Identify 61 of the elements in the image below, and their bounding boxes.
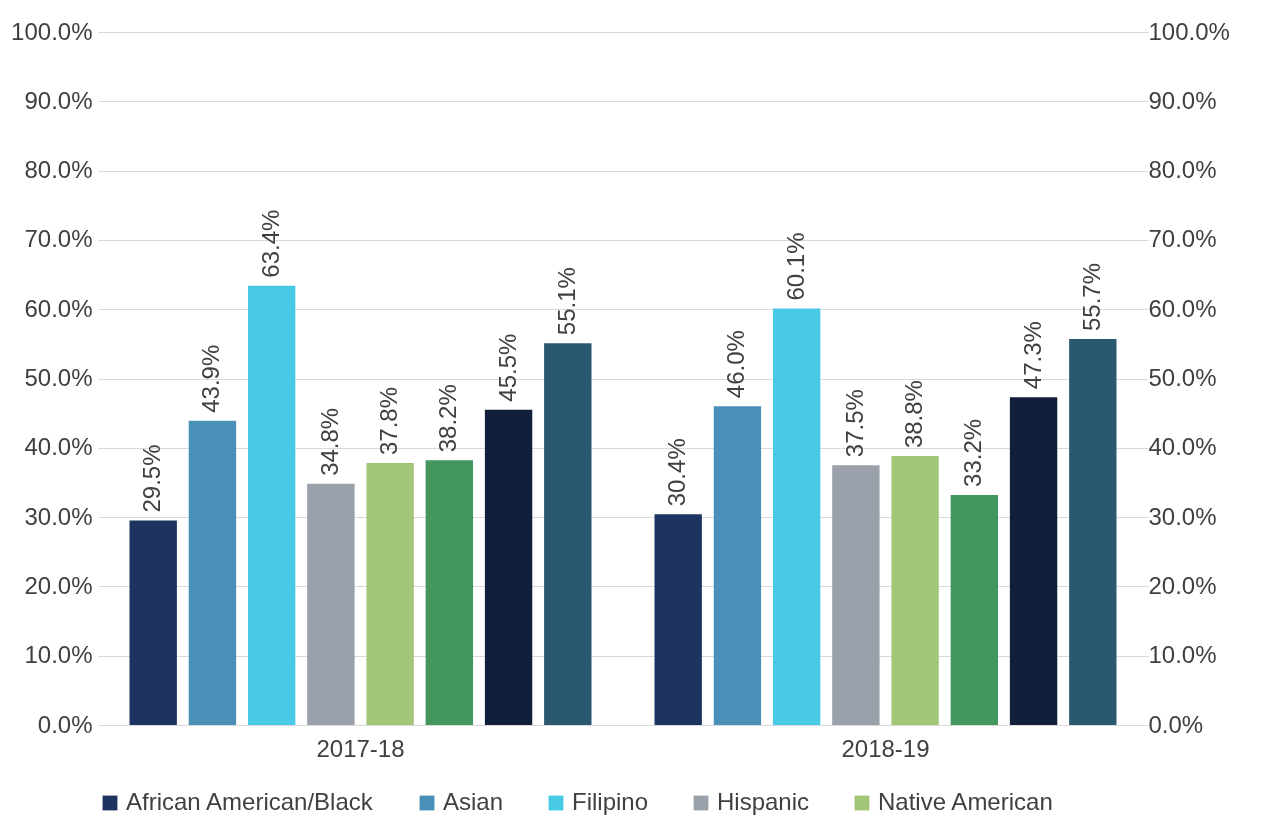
bar xyxy=(950,494,999,725)
bar xyxy=(713,406,762,725)
bar xyxy=(129,520,177,725)
bar xyxy=(425,460,474,725)
bar xyxy=(891,456,939,725)
x-tick-label: 2018-19 xyxy=(841,734,930,762)
y-tick-label: 50.0% xyxy=(24,364,93,391)
y2-tick-label: 70.0% xyxy=(1148,225,1217,253)
y2-tick-label: 30.0% xyxy=(1148,502,1217,530)
bar xyxy=(247,285,296,725)
data-label: 34.8% xyxy=(315,407,343,476)
y-tick-label: 40.0% xyxy=(24,433,93,461)
data-label: 55.7% xyxy=(1077,262,1105,331)
data-label: 30.4% xyxy=(663,438,691,507)
bar xyxy=(484,409,533,725)
legend-label: Native American xyxy=(878,788,1053,815)
bar xyxy=(307,483,355,725)
y2-tick-label: 60.0% xyxy=(1148,294,1217,322)
y2-tick-label: 50.0% xyxy=(1148,364,1217,391)
y-tick-label: 100.0% xyxy=(11,17,93,45)
data-label: 37.8% xyxy=(375,386,403,456)
y2-tick-label: 80.0% xyxy=(1148,156,1217,184)
data-label: 29.5% xyxy=(138,444,166,513)
data-label: 37.5% xyxy=(840,389,868,458)
y2-tick-label: 40.0% xyxy=(1148,433,1217,461)
data-label: 43.9% xyxy=(197,344,225,413)
y-tick-label: 30.0% xyxy=(24,502,93,530)
data-label: 60.1% xyxy=(781,232,809,301)
y-tick-label: 10.0% xyxy=(24,641,93,669)
legend-label: Hispanic xyxy=(717,788,810,815)
y2-tick-label: 0.0% xyxy=(1148,710,1204,738)
y-tick-label: 20.0% xyxy=(24,571,93,599)
y-tick-label: 60.0% xyxy=(24,294,93,322)
bar xyxy=(1009,397,1058,725)
y2-tick-label: 90.0% xyxy=(1148,86,1217,114)
bar xyxy=(1069,339,1117,725)
data-label: 47.3% xyxy=(1018,321,1046,390)
legend-label: Filipino xyxy=(572,788,649,815)
legend-label: African American/Black xyxy=(126,788,374,815)
data-label: 55.1% xyxy=(552,267,580,336)
bar xyxy=(544,343,592,725)
y-tick-label: 70.0% xyxy=(24,225,93,253)
bar xyxy=(188,420,237,725)
bar xyxy=(832,465,880,725)
bar xyxy=(772,308,821,725)
bar xyxy=(654,514,702,725)
data-label: 38.2% xyxy=(434,384,462,453)
legend-label: Asian xyxy=(443,788,504,815)
data-label: 63.4% xyxy=(256,209,284,278)
y2-tick-label: 20.0% xyxy=(1148,571,1217,599)
y-tick-label: 0.0% xyxy=(37,710,93,738)
data-label: 46.0% xyxy=(722,330,750,399)
data-label: 45.5% xyxy=(493,333,521,402)
y-tick-label: 80.0% xyxy=(24,156,93,184)
y2-tick-label: 10.0% xyxy=(1148,641,1217,669)
data-label: 33.2% xyxy=(959,418,987,487)
x-tick-label: 2017-18 xyxy=(316,734,405,762)
bar xyxy=(366,463,414,725)
data-label: 38.8% xyxy=(900,380,928,449)
y2-tick-label: 100.0% xyxy=(1148,17,1230,45)
y-tick-label: 90.0% xyxy=(24,86,93,114)
